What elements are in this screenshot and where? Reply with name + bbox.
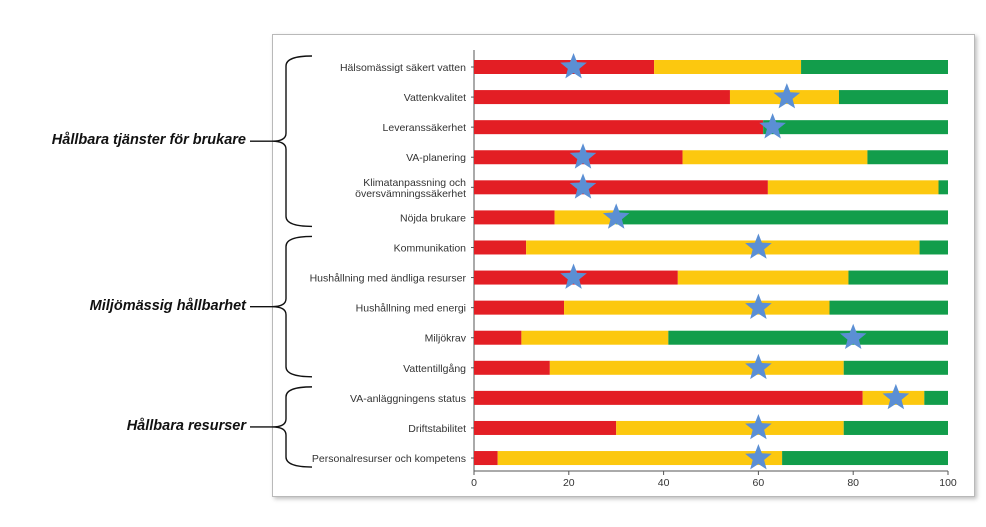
category-label: Hushållning med ändliga resurser bbox=[310, 273, 467, 285]
bar-segment bbox=[474, 210, 555, 225]
category-label: Klimatanpassning och översvämningssäkerhe… bbox=[355, 177, 466, 200]
category-label: Vattentillgång bbox=[403, 363, 466, 375]
bar-segment bbox=[867, 150, 948, 165]
bar-segment bbox=[474, 330, 522, 345]
star-marker bbox=[745, 293, 772, 319]
bar-segment bbox=[521, 330, 669, 345]
bar-segment bbox=[564, 300, 830, 315]
bar-segment bbox=[677, 270, 849, 285]
category-label: Miljökrav bbox=[425, 333, 467, 345]
star-marker bbox=[773, 83, 801, 109]
category-label: Hushållning med energi bbox=[356, 303, 466, 315]
star-marker bbox=[839, 323, 867, 350]
x-tick-label: 80 bbox=[847, 477, 859, 489]
star-marker bbox=[882, 383, 910, 410]
category-label: Leveranssäkerhet bbox=[383, 122, 467, 134]
category-label: Nöjda brukare bbox=[400, 212, 466, 224]
bar-segment bbox=[616, 210, 948, 225]
bar-segment bbox=[801, 60, 948, 74]
bar-segment bbox=[919, 240, 948, 255]
bar-segment bbox=[474, 180, 768, 195]
bar-segment bbox=[497, 451, 783, 466]
star-marker bbox=[602, 203, 630, 229]
bar-segment bbox=[829, 300, 948, 315]
chart-svg: 0 20 40 60 80 100 Hälsomässigt säkert vatten Va… bbox=[310, 50, 957, 489]
star-marker bbox=[745, 233, 772, 259]
star-marker bbox=[560, 53, 587, 79]
bar-segment bbox=[549, 360, 844, 375]
category-label: Kommunikation bbox=[394, 242, 467, 254]
x-tick-label: 20 bbox=[563, 477, 575, 489]
category-label: Personalresurser och kompetens bbox=[312, 453, 466, 465]
bar-segment bbox=[924, 390, 948, 405]
chart-frame: 0 20 40 60 80 100 Hälsomässigt säkert vatten Va… bbox=[272, 34, 975, 497]
category-label: Driftstabilitet bbox=[408, 423, 466, 435]
star-marker bbox=[569, 143, 597, 169]
bar-segment bbox=[843, 360, 948, 375]
bar-segment bbox=[838, 90, 948, 105]
bar-segment bbox=[616, 420, 844, 435]
category-label: Vattenkvalitet bbox=[404, 92, 466, 104]
bar-segment bbox=[767, 180, 939, 195]
bar-segment bbox=[654, 60, 802, 74]
category-label: Hälsomässigt säkert vatten bbox=[340, 62, 466, 74]
bar-segment bbox=[474, 240, 527, 255]
bar-segment bbox=[474, 360, 550, 375]
bar-segment bbox=[938, 180, 948, 195]
x-tick-label: 0 bbox=[471, 477, 477, 489]
group-label: Hållbara resurser bbox=[126, 417, 246, 434]
x-tick-label: 100 bbox=[939, 477, 957, 489]
star-marker bbox=[745, 444, 772, 470]
category-label: VA-planering bbox=[406, 152, 466, 164]
bar-segment bbox=[474, 90, 730, 105]
star-marker bbox=[560, 263, 587, 289]
bar-segment bbox=[474, 390, 863, 405]
group-label: Miljömässig hållbarhet bbox=[89, 297, 246, 314]
bar-segment bbox=[474, 60, 655, 74]
x-tick-label: 60 bbox=[753, 477, 765, 489]
star-marker bbox=[759, 113, 786, 139]
group-label: Hållbara tjänster för brukare bbox=[51, 132, 246, 149]
bar-segment bbox=[848, 270, 948, 285]
bar-segment bbox=[554, 210, 617, 225]
bar-segment bbox=[782, 451, 948, 466]
star-marker bbox=[745, 353, 772, 380]
star-marker bbox=[745, 413, 772, 440]
bar-segment bbox=[474, 451, 498, 466]
bar-segment bbox=[843, 420, 948, 435]
bar-segment bbox=[668, 330, 948, 345]
bar-segment bbox=[526, 240, 920, 255]
bar-segment bbox=[682, 150, 868, 165]
bar-segment bbox=[474, 120, 764, 135]
star-marker bbox=[569, 173, 597, 199]
bar-segment bbox=[474, 300, 565, 315]
category-label: VA-anläggningens status bbox=[350, 393, 466, 405]
x-tick-label: 40 bbox=[658, 477, 670, 489]
bar-segment bbox=[474, 420, 617, 435]
bar-segment bbox=[763, 120, 948, 135]
